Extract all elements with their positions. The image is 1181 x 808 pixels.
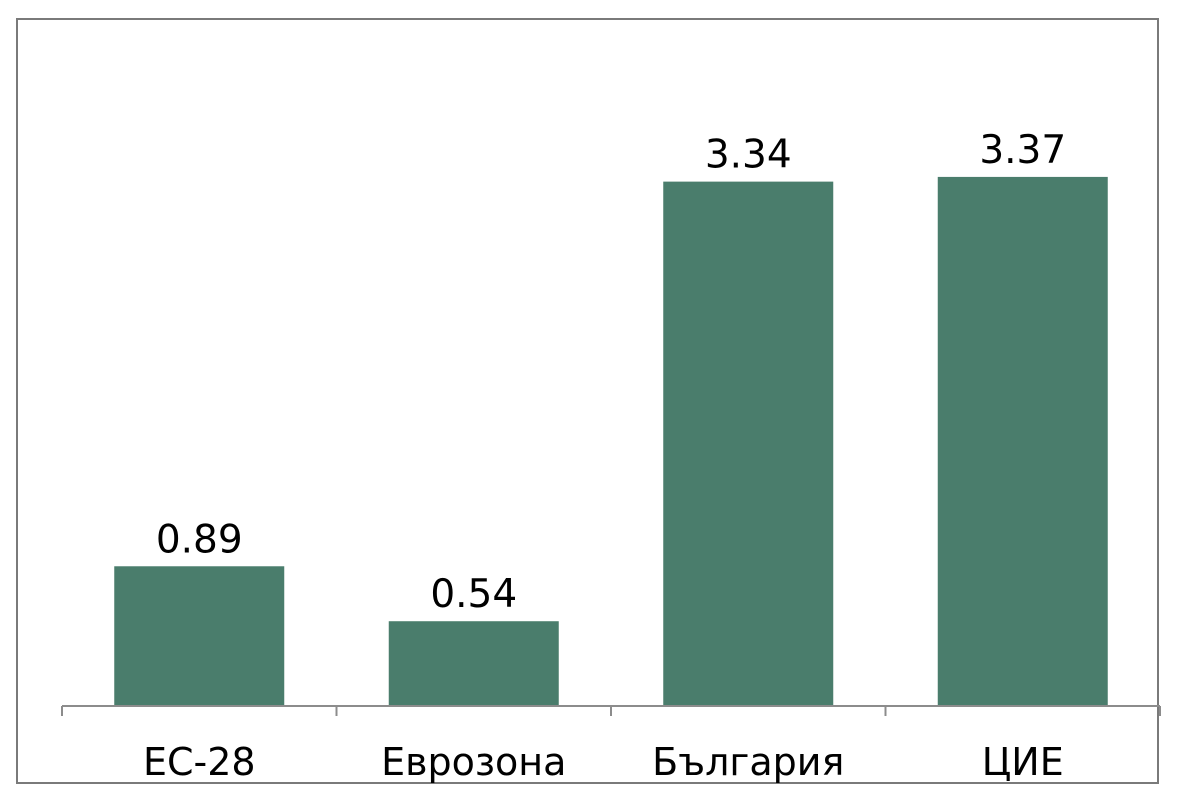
category-label: ЕС-28 [143,740,256,784]
category-label: ЦИЕ [982,740,1064,784]
bar [937,176,1108,706]
x-axis-ticks [61,706,1161,716]
bar [114,566,285,706]
bar-value-label: 3.37 [979,128,1066,173]
category-label: Еврозона [381,740,566,784]
value-labels-group: 0.89 0.54 3.34 3.37 [156,128,1066,617]
bar-value-label: 3.34 [705,133,792,178]
bars-group [114,176,1108,706]
bar [663,181,834,706]
bar-value-label: 0.89 [156,517,243,562]
category-label: България [652,740,844,784]
bar-value-label: 0.54 [430,572,517,617]
bar [388,621,559,706]
category-labels-group: ЕС-28 Еврозона България ЦИЕ [143,740,1064,784]
